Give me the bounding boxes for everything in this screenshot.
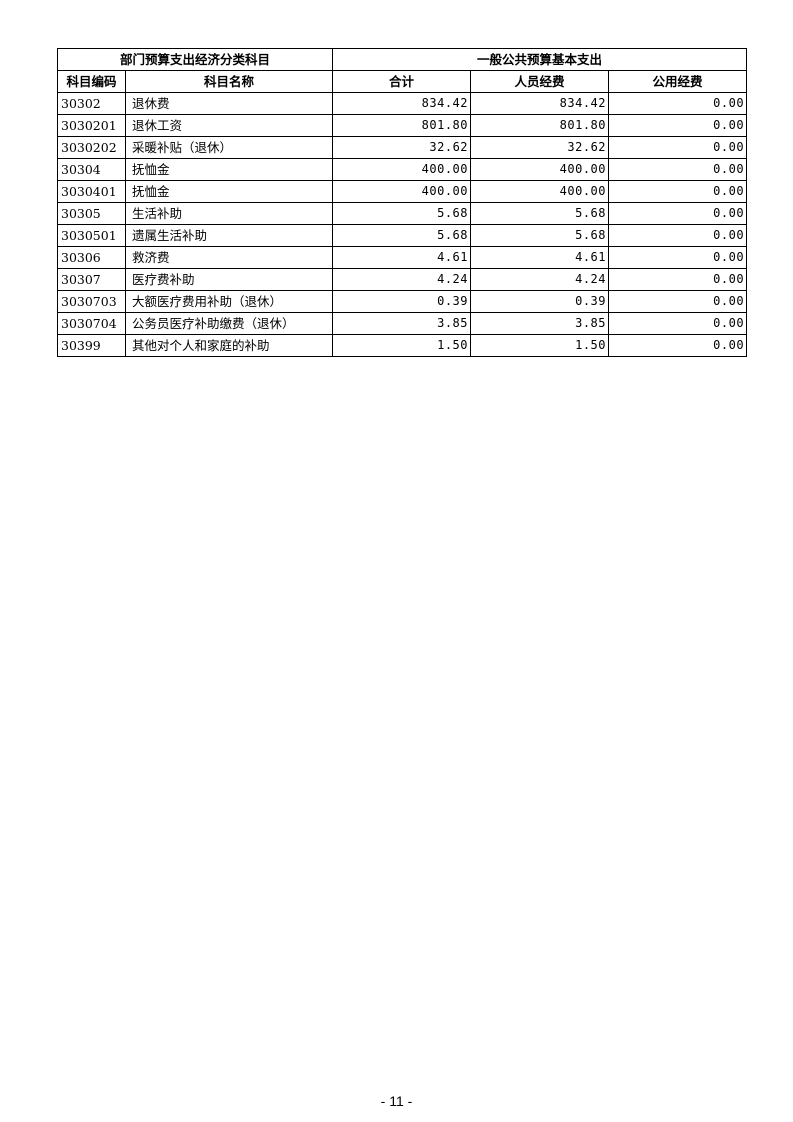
- table-row: 3030501 遗属生活补助 5.68 5.68 0.00: [57, 224, 748, 247]
- cell-name: 大额医疗费用补助（退休）: [124, 290, 334, 313]
- cell-total: 32.62: [332, 136, 472, 159]
- cell-total: 1.50: [332, 334, 472, 357]
- cell-public: 0.00: [608, 268, 748, 291]
- column-header-public: 公用经费: [608, 70, 748, 93]
- cell-public: 0.00: [608, 92, 748, 115]
- cell-code: 3030201: [57, 114, 126, 137]
- cell-public: 0.00: [608, 224, 748, 247]
- cell-personnel: 400.00: [470, 158, 610, 181]
- group-header-expenditure: 一般公共预算基本支出: [332, 48, 748, 71]
- cell-total: 801.80: [332, 114, 472, 137]
- cell-personnel: 4.61: [470, 246, 610, 269]
- cell-public: 0.00: [608, 290, 748, 313]
- cell-code: 3030401: [57, 180, 126, 203]
- table-row: 30304 抚恤金 400.00 400.00 0.00: [57, 158, 748, 181]
- cell-name: 遗属生活补助: [124, 224, 334, 247]
- cell-code: 3030202: [57, 136, 126, 159]
- cell-total: 0.39: [332, 290, 472, 313]
- cell-public: 0.00: [608, 114, 748, 137]
- column-header-total: 合计: [332, 70, 472, 93]
- table-row: 3030401 抚恤金 400.00 400.00 0.00: [57, 180, 748, 203]
- cell-total: 4.24: [332, 268, 472, 291]
- cell-public: 0.00: [608, 136, 748, 159]
- cell-public: 0.00: [608, 246, 748, 269]
- table-row: 3030201 退休工资 801.80 801.80 0.00: [57, 114, 748, 137]
- table-row: 30302 退休费 834.42 834.42 0.00: [57, 92, 748, 115]
- table-row: 3030202 采暖补贴（退休） 32.62 32.62 0.00: [57, 136, 748, 159]
- cell-personnel: 5.68: [470, 224, 610, 247]
- cell-total: 400.00: [332, 180, 472, 203]
- table-row: 30306 救济费 4.61 4.61 0.00: [57, 246, 748, 269]
- cell-public: 0.00: [608, 180, 748, 203]
- cell-name: 生活补助: [124, 202, 334, 225]
- table-row: 3030703 大额医疗费用补助（退休） 0.39 0.39 0.00: [57, 290, 748, 313]
- cell-code: 30399: [57, 334, 126, 357]
- table-row: 30307 医疗费补助 4.24 4.24 0.00: [57, 268, 748, 291]
- cell-code: 30307: [57, 268, 126, 291]
- cell-personnel: 834.42: [470, 92, 610, 115]
- cell-personnel: 801.80: [470, 114, 610, 137]
- table-row: 3030704 公务员医疗补助缴费（退休） 3.85 3.85 0.00: [57, 312, 748, 335]
- cell-code: 30302: [57, 92, 126, 115]
- cell-name: 退休工资: [124, 114, 334, 137]
- cell-code: 30306: [57, 246, 126, 269]
- cell-name: 公务员医疗补助缴费（退休）: [124, 312, 334, 335]
- column-header-name: 科目名称: [124, 70, 334, 93]
- page-number: - 11 -: [380, 1093, 413, 1109]
- column-header-code: 科目编码: [57, 70, 126, 93]
- cell-total: 400.00: [332, 158, 472, 181]
- cell-name: 其他对个人和家庭的补助: [124, 334, 334, 357]
- cell-name: 抚恤金: [124, 158, 334, 181]
- table-row: 30305 生活补助 5.68 5.68 0.00: [57, 202, 748, 225]
- cell-total: 834.42: [332, 92, 472, 115]
- column-header-row: 科目编码 科目名称 合计 人员经费 公用经费: [57, 70, 748, 93]
- cell-total: 3.85: [332, 312, 472, 335]
- cell-total: 5.68: [332, 224, 472, 247]
- cell-name: 采暖补贴（退休）: [124, 136, 334, 159]
- column-header-personnel: 人员经费: [470, 70, 610, 93]
- cell-personnel: 32.62: [470, 136, 610, 159]
- cell-personnel: 1.50: [470, 334, 610, 357]
- cell-name: 抚恤金: [124, 180, 334, 203]
- budget-table: 部门预算支出经济分类科目 一般公共预算基本支出 科目编码 科目名称 合计 人员经…: [56, 48, 748, 357]
- cell-code: 30305: [57, 202, 126, 225]
- group-header-row: 部门预算支出经济分类科目 一般公共预算基本支出: [56, 48, 748, 71]
- cell-total: 5.68: [332, 202, 472, 225]
- cell-personnel: 400.00: [470, 180, 610, 203]
- cell-personnel: 3.85: [470, 312, 610, 335]
- cell-name: 医疗费补助: [124, 268, 334, 291]
- cell-total: 4.61: [332, 246, 472, 269]
- cell-personnel: 0.39: [470, 290, 610, 313]
- table-row: 30399 其他对个人和家庭的补助 1.50 1.50 0.00: [57, 334, 748, 357]
- cell-personnel: 5.68: [470, 202, 610, 225]
- cell-name: 救济费: [124, 246, 334, 269]
- cell-public: 0.00: [608, 158, 748, 181]
- group-header-classification: 部门预算支出经济分类科目: [56, 48, 334, 71]
- cell-public: 0.00: [608, 202, 748, 225]
- cell-public: 0.00: [608, 334, 748, 357]
- cell-personnel: 4.24: [470, 268, 610, 291]
- cell-code: 30304: [57, 158, 126, 181]
- cell-code: 3030703: [57, 290, 126, 313]
- cell-code: 3030704: [57, 312, 126, 335]
- cell-code: 3030501: [57, 224, 126, 247]
- cell-public: 0.00: [608, 312, 748, 335]
- cell-name: 退休费: [124, 92, 334, 115]
